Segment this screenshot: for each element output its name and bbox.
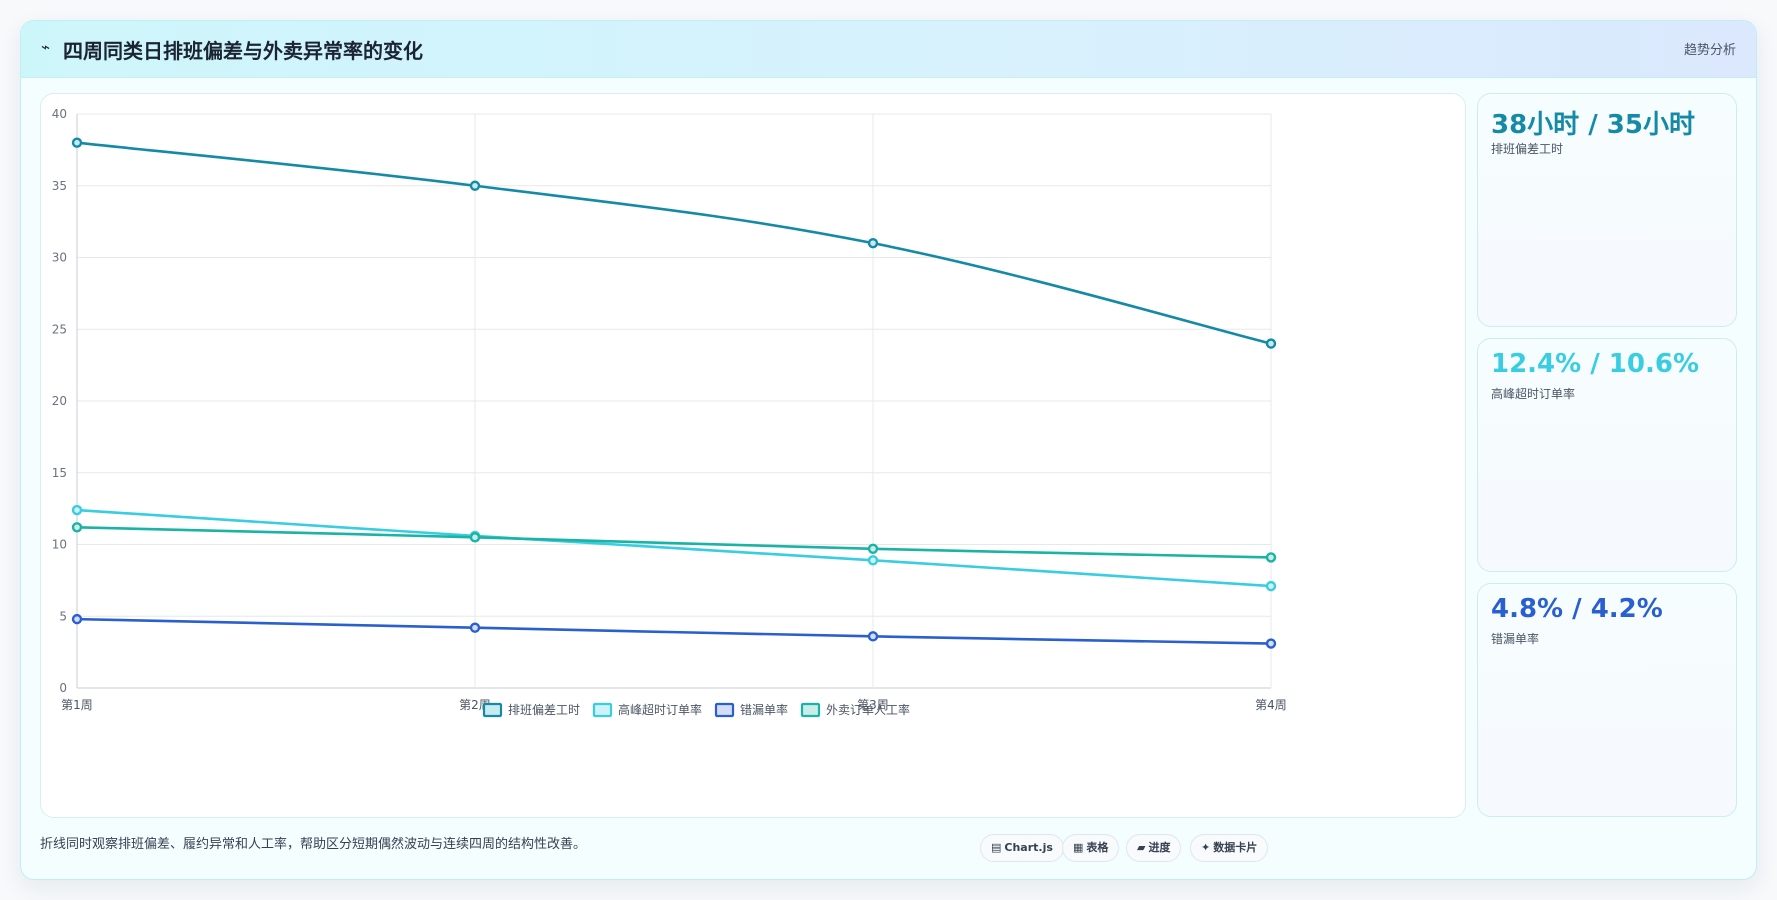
legend-label: 错漏单率 <box>740 702 788 717</box>
card-header: ⌁ 四周同类日排班偏差与外卖异常率的变化 趋势分析 <box>21 21 1756 78</box>
pill-chartjs[interactable]: ▤ Chart.js <box>980 834 1064 862</box>
series-line-1 <box>76 141 1272 345</box>
pill-data-cards[interactable]: ✦ 数据卡片 <box>1190 834 1269 862</box>
legend-label: 外卖订单人工率 <box>826 702 910 717</box>
y-tick-label: 0 <box>59 681 67 695</box>
legend-swatch <box>800 702 821 718</box>
data-point <box>867 631 879 642</box>
pill-table[interactable]: ▦ 表格 <box>1062 834 1120 862</box>
y-tick-label: 15 <box>52 466 67 480</box>
y-tick-label: 25 <box>52 322 67 336</box>
stat-label: 排班偏差工时 <box>1491 142 1564 156</box>
data-point <box>1265 580 1277 592</box>
x-tick-label: 第1周 <box>61 698 93 712</box>
stat-value: 38小时 / 35小时 <box>1491 110 1695 140</box>
data-point <box>71 137 83 148</box>
data-point <box>71 522 83 533</box>
data-point <box>469 532 481 543</box>
x-tick-label: 第4周 <box>1255 698 1287 712</box>
pill-label: 数据卡片 <box>1213 841 1258 854</box>
data-point <box>867 543 879 555</box>
series-line-3 <box>76 617 1272 645</box>
data-point <box>1265 638 1277 649</box>
chart-card: ⌁ 四周同类日排班偏差与外卖异常率的变化 趋势分析 0 5 10 15 20 25 30 35… <box>20 20 1757 880</box>
pill-label: Chart.js <box>1004 841 1053 854</box>
stat-value: 4.8% / 4.2% <box>1491 594 1663 624</box>
data-point <box>867 555 879 566</box>
y-tick-label: 35 <box>52 179 67 193</box>
series-line-4 <box>76 525 1272 559</box>
stat-label: 错漏单率 <box>1491 632 1540 646</box>
data-point <box>1265 338 1277 349</box>
legend-swatch <box>714 702 735 718</box>
pill-progress[interactable]: ▰ 进度 <box>1126 834 1182 862</box>
stat-value: 12.4% / 10.6% <box>1491 349 1699 379</box>
legend-swatch <box>592 702 613 718</box>
pill-label: 进度 <box>1148 841 1171 854</box>
stat-card-peak-overtime-rate: 12.4% / 10.6% 高峰超时订单率 <box>1477 338 1737 572</box>
pill-label: 表格 <box>1086 841 1109 854</box>
data-point <box>1265 552 1277 563</box>
trend-icon: ⌁ <box>41 38 51 56</box>
series-line-2 <box>76 508 1272 588</box>
stat-card-error-rate: 4.8% / 4.2% 错漏单率 <box>1477 583 1737 817</box>
chart-icon: ▤ <box>991 841 1002 854</box>
legend-label: 排班偏差工时 <box>508 702 580 717</box>
legend-item: 外卖订单人工率 <box>800 702 910 718</box>
x-tick-label: 第3周 <box>857 698 889 712</box>
y-tick-label: 10 <box>52 538 67 552</box>
legend-label: 高峰超时订单率 <box>618 702 702 717</box>
progress-icon: ▰ <box>1137 841 1146 854</box>
legend-item: 高峰超时订单率 <box>592 702 702 718</box>
table-icon: ▦ <box>1073 841 1084 854</box>
legend-swatch <box>482 702 503 718</box>
chart-panel: 0 5 10 15 20 25 30 35 40 第1周 第2周 第3周 第4周 排班偏差工时 高峰超时订单… <box>40 93 1466 818</box>
analysis-label: 趋势分析 <box>1683 43 1736 58</box>
y-tick-label: 30 <box>52 251 67 265</box>
card-title: 四周同类日排班偏差与外卖异常率的变化 <box>63 39 423 63</box>
data-point <box>469 180 481 191</box>
y-tick-label: 40 <box>52 107 67 121</box>
data-point <box>71 504 83 516</box>
sparkle-icon: ✦ <box>1201 841 1211 854</box>
data-point <box>469 622 481 633</box>
data-point <box>71 613 83 625</box>
stat-label: 高峰超时订单率 <box>1491 387 1576 401</box>
stat-card-schedule-deviation: 38小时 / 35小时 排班偏差工时 <box>1477 93 1737 327</box>
footer-note: 折线同时观察排班偏差、履约异常和人工率，帮助区分短期偶然波动与连续四周的结构性改… <box>40 837 587 852</box>
y-tick-label: 5 <box>59 609 67 623</box>
legend-item: 错漏单率 <box>714 702 788 718</box>
y-tick-label: 20 <box>52 394 67 408</box>
legend-item: 排班偏差工时 <box>482 702 580 718</box>
data-point <box>867 237 879 249</box>
